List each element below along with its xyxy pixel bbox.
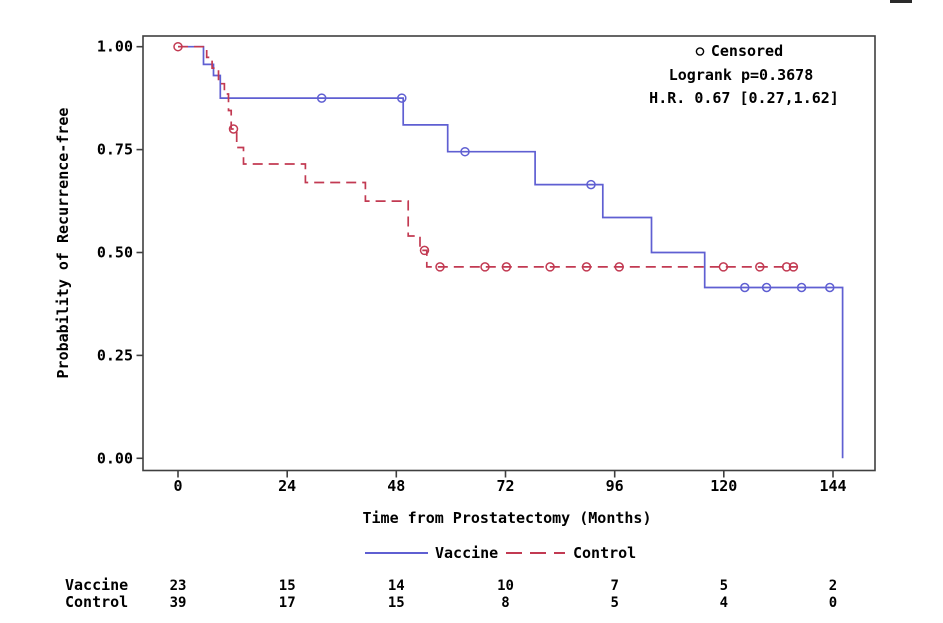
risk-count: 4 (720, 595, 728, 611)
censor-mark-control (788, 262, 799, 272)
censor-mark-control (545, 262, 555, 272)
curve-control (178, 45, 797, 268)
x-tick-label: 24 (278, 477, 296, 495)
censor-mark-control (581, 262, 592, 272)
x-tick-label: 72 (496, 477, 514, 495)
censor-mark-control (718, 262, 729, 272)
censor-mark-vaccine (796, 282, 807, 293)
axes-layer: 1.00 0.75 0.50 0.25 0.00 0 24 48 72 96 120 144 (97, 38, 847, 495)
legend-control-label: Control (573, 544, 636, 562)
risk-count: 2 (829, 578, 837, 594)
x-tick-label: 96 (606, 477, 624, 495)
risk-count: 7 (610, 578, 618, 594)
censor-mark-control (173, 41, 183, 52)
risk-count: 15 (388, 595, 405, 611)
risk-count: 39 (170, 595, 187, 611)
censor-mark-vaccine (586, 179, 596, 190)
series-layer (173, 41, 844, 459)
risk-count: 15 (279, 578, 296, 594)
censor-mark-control (501, 262, 512, 272)
censor-mark-control (755, 262, 765, 272)
curve-vaccine (178, 45, 844, 459)
censor-mark-vaccine (316, 93, 327, 103)
legend: Vaccine Control (365, 544, 636, 562)
censored-legend-label: Censored (711, 42, 783, 60)
censor-mark-vaccine (825, 282, 835, 293)
risk-row-label: Vaccine (65, 576, 128, 594)
risk-count: 23 (170, 578, 187, 594)
censor-mark-vaccine (460, 146, 470, 157)
edge-artifact (890, 0, 912, 3)
x-tick-label: 144 (819, 477, 846, 495)
y-tick-label: 0.00 (97, 449, 133, 467)
logrank-pvalue-label: Logrank p=0.3678 (669, 66, 814, 84)
censor-mark-vaccine (761, 282, 772, 293)
risk-count: 5 (720, 578, 728, 594)
legend-vaccine-label: Vaccine (435, 544, 498, 562)
censor-mark-vaccine (740, 282, 750, 293)
risk-count: 0 (829, 595, 837, 611)
y-tick-label: 0.25 (97, 346, 133, 364)
risk-count: 8 (501, 595, 509, 611)
censor-mark-control (614, 262, 624, 272)
x-tick-label: 0 (173, 477, 182, 495)
censor-mark-control (419, 245, 430, 256)
x-tick-label: 48 (387, 477, 405, 495)
risk-count: 17 (279, 595, 296, 611)
risk-count: 10 (497, 578, 514, 594)
x-axis-title: Time from Prostatectomy (Months) (363, 509, 652, 527)
censor-mark-control (781, 262, 792, 272)
hazard-ratio-label: H.R. 0.67 [0.27,1.62] (649, 89, 839, 107)
risk-count: 14 (388, 578, 405, 594)
risk-count: 5 (610, 595, 618, 611)
censor-mark-control (435, 262, 445, 272)
censored-marker-icon (695, 47, 705, 56)
y-tick-label: 0.75 (97, 141, 133, 159)
x-tick-label: 120 (710, 477, 737, 495)
censor-mark-control (480, 262, 490, 272)
y-tick-label: 0.50 (97, 244, 133, 262)
y-axis-title: Probability of Recurrence-free (54, 108, 72, 379)
censor-mark-control (228, 124, 239, 134)
annotation-block: Censored Logrank p=0.3678 H.R. 0.67 [0.2… (649, 42, 839, 107)
risk-row-label: Control (65, 593, 128, 611)
y-tick-label: 1.00 (97, 38, 133, 56)
censor-mark-vaccine (397, 93, 407, 103)
